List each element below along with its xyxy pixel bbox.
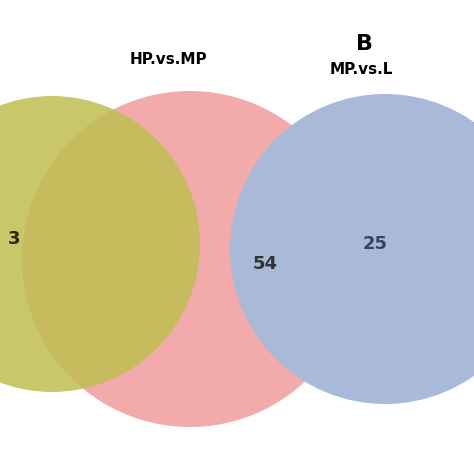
Text: HP.vs.MP: HP.vs.MP bbox=[130, 52, 208, 66]
Circle shape bbox=[0, 96, 200, 392]
Text: 3: 3 bbox=[8, 230, 20, 248]
Circle shape bbox=[230, 94, 474, 404]
Text: 54: 54 bbox=[253, 255, 277, 273]
Text: 25: 25 bbox=[363, 235, 388, 253]
Text: B: B bbox=[356, 34, 374, 54]
Text: MP.vs.L: MP.vs.L bbox=[330, 62, 393, 76]
Circle shape bbox=[22, 91, 358, 427]
